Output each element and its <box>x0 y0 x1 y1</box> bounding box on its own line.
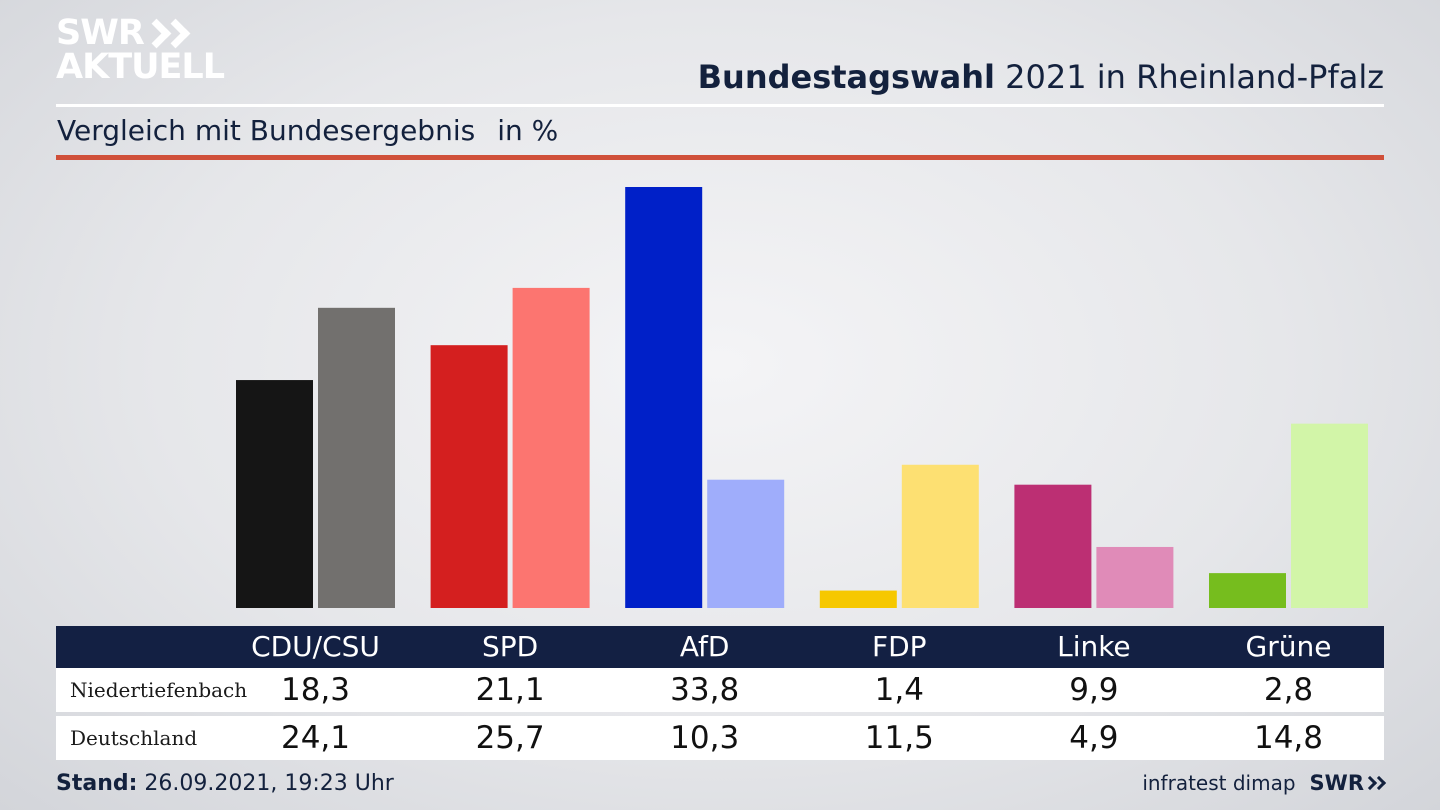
row-label: Niedertiefenbach <box>70 678 248 702</box>
table-cell: 2,8 <box>1263 672 1314 708</box>
table-cell: 14,8 <box>1253 720 1324 756</box>
logo-line2: AKTUELL <box>56 47 225 87</box>
subtitle-text: Vergleich mit Bundesergebnis <box>57 114 476 147</box>
table-cell: 11,5 <box>864 720 934 756</box>
timestamp: Stand: 26.09.2021, 19:23 Uhr <box>56 771 394 796</box>
swr-logo-small: SWR <box>1309 771 1387 795</box>
source-credit: infratest dimap SWR <box>1142 771 1387 795</box>
bar-linke-deutschland <box>1096 546 1174 608</box>
results-table: CDU/CSU SPD AfD FDP Linke Grüne Niedertiefenb… <box>56 626 1384 760</box>
column-header: FDP <box>872 630 927 663</box>
column-header: CDU/CSU <box>251 630 380 663</box>
table-cell: 24,1 <box>280 720 351 756</box>
table-cell: 10,3 <box>670 720 740 756</box>
chart-subtitle: Vergleich mit Bundesergebnis in % <box>57 114 558 147</box>
table-cell: 9,9 <box>1069 672 1119 708</box>
bar-spd-deutschland <box>512 287 590 608</box>
bar-chart <box>236 187 1368 608</box>
row-label: Deutschland <box>70 726 198 750</box>
bar-cdu-csu-niedertiefenbach <box>236 380 313 608</box>
column-header: AfD <box>679 630 730 663</box>
chevrons-icon <box>1362 775 1387 791</box>
bar-spd-niedertiefenbach <box>430 345 508 608</box>
logo-line1: SWR <box>56 13 145 53</box>
bar-afd-niedertiefenbach <box>625 187 703 608</box>
column-header: Grüne <box>1245 630 1332 663</box>
bar-fdp-niedertiefenbach <box>819 590 897 608</box>
table-row: Deutschland 24,1 25,7 10,3 11,5 4,9 14,8 <box>56 716 1384 760</box>
table-header: CDU/CSU SPD AfD FDP Linke Grüne <box>56 626 1384 668</box>
footer-logo-text: SWR <box>1309 771 1364 795</box>
table-row: Niedertiefenbach 18,3 21,1 33,8 1,4 9,9 2,8 <box>56 668 1384 712</box>
title-divider <box>56 104 1384 107</box>
bar-afd-deutschland <box>707 479 785 608</box>
title-bold: Bundestagswahl <box>697 58 995 96</box>
bar-gr-ne-niedertiefenbach <box>1209 573 1286 608</box>
bar-fdp-deutschland <box>901 464 979 608</box>
table-cell: 1,4 <box>874 672 924 708</box>
swr-aktuell-logo: SWR AKTUELL <box>56 13 225 87</box>
stand-label: Stand: <box>56 771 138 796</box>
table-cell: 18,3 <box>280 672 351 708</box>
chart-title: Bundestagswahl 2021 in Rheinland-Pfalz <box>698 58 1384 96</box>
source-text: infratest dimap <box>1142 771 1296 795</box>
title-rest: 2021 in Rheinland-Pfalz <box>995 58 1384 96</box>
table-cell: 33,8 <box>670 672 740 708</box>
column-header: SPD <box>481 630 539 663</box>
bar-linke-niedertiefenbach <box>1014 484 1092 608</box>
unit-label: in % <box>497 114 559 147</box>
table-cell: 4,9 <box>1069 720 1119 756</box>
table-cell: 21,1 <box>475 672 545 708</box>
stand-value: 26.09.2021, 19:23 Uhr <box>137 771 394 796</box>
bar-cdu-csu-deutschland <box>318 307 395 608</box>
bar-gr-ne-deutschland <box>1291 423 1368 608</box>
column-header: Linke <box>1057 630 1131 663</box>
table-cell: 25,7 <box>475 720 545 756</box>
subtitle-divider <box>56 155 1384 160</box>
